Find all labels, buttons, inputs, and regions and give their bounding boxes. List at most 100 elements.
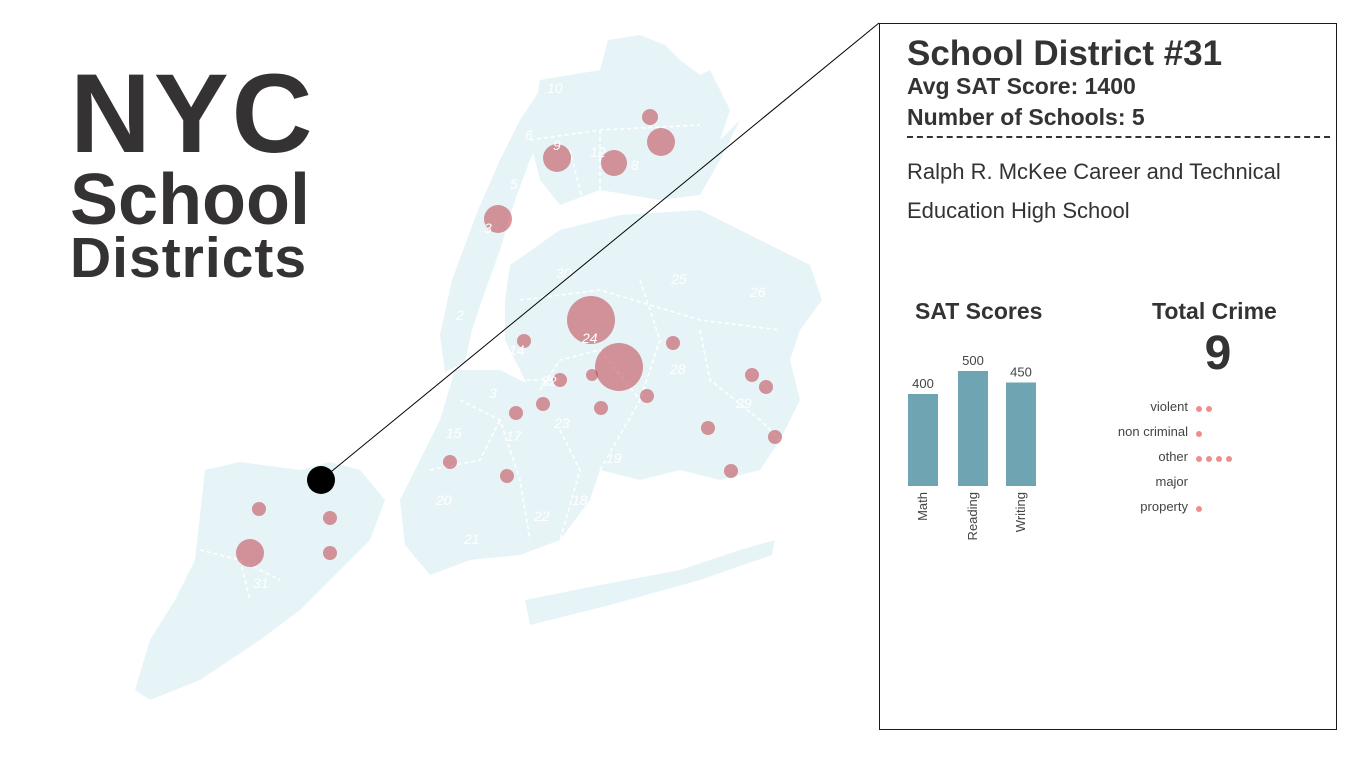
sat-scores-title: SAT Scores [915,298,1043,324]
borough-brooklyn[interactable] [400,370,600,575]
sat-category-label: Reading [965,492,980,540]
crime-dots [1196,456,1236,464]
sat-bar-reading [958,371,988,486]
title-line-nyc: NYC [70,51,316,176]
district-label: 9 [553,137,561,153]
district-title: School District #31 [907,34,1223,73]
school-marker [724,464,738,478]
district-label: 18 [572,492,588,508]
district-detail-panel: School District #31 Avg SAT Score: 1400 … [879,23,1337,730]
total-crime-title: Total Crime [1152,298,1277,324]
crime-category-label: other [1158,449,1188,464]
district-label: 3 [484,220,492,236]
school-marker [768,430,782,444]
crime-dot [1196,456,1202,462]
school-marker [543,144,571,172]
crime-dot [1196,406,1202,412]
school-marker [642,109,658,125]
crime-dot [1206,456,1212,462]
school-marker [640,389,654,403]
sat-value-label: 400 [912,376,934,391]
district-borders [199,124,781,601]
crime-dot [1206,406,1212,412]
crime-row: major [1080,474,1280,494]
crime-category-label: major [1155,474,1188,489]
school-marker [601,150,627,176]
school-marker [443,455,457,469]
district-border [599,279,661,471]
school-marker [567,296,615,344]
district-border [459,399,531,541]
school-marker [323,511,337,525]
district-label: 8 [631,157,639,173]
school-marker [553,373,567,387]
district-label: 26 [749,284,766,300]
district-border [699,329,781,441]
district-label: 20 [435,492,452,508]
sat-bar-writing [1006,382,1036,486]
district-label: 5 [510,176,518,192]
district-label: 15 [446,425,462,441]
school-markers [236,109,782,567]
school-marker [594,401,608,415]
district-label: 10 [547,80,563,96]
sat-bar-math [908,394,938,486]
district-label: 21 [463,531,480,547]
crime-row: non criminal [1080,424,1280,444]
callout-line [320,22,880,481]
school-name: Ralph R. McKee Career and Technical Educ… [907,159,1281,223]
district-label: 22 [533,508,550,524]
crime-row: other [1080,449,1280,469]
borough-rockaway[interactable] [525,540,775,625]
crime-row: property [1080,499,1280,519]
borough-queens[interactable] [505,210,822,480]
total-crime-count: 9 [1204,327,1232,380]
district-label: 24 [581,330,598,346]
district-label: 31 [253,575,269,591]
sat-value-label: 450 [1010,365,1032,380]
district-label: 25 [670,271,687,287]
district-label: 29 [735,395,752,411]
district-label: 23 [553,415,570,431]
page-title: NYC School Districts [70,58,315,287]
school-marker [536,397,550,411]
crime-dot [1196,506,1202,512]
borough-staten-island[interactable] [135,462,385,700]
school-marker [252,502,266,516]
school-marker [323,546,337,560]
district-border [519,289,781,331]
school-marker [666,336,680,350]
crime-category-label: property [1140,499,1188,514]
avg-sat-score: Avg SAT Score: 1400 [907,73,1136,99]
district-border [539,349,641,401]
district-label: 28 [669,361,686,377]
sat-category-label: Math [915,492,930,521]
school-marker [509,406,523,420]
title-line-districts: Districts [70,226,308,290]
school-marker [500,469,514,483]
district-border [569,149,586,211]
selected-district-marker[interactable] [307,466,335,494]
crime-dot [1196,431,1202,437]
district-label: 14 [509,342,525,358]
crime-dots [1196,431,1206,439]
title-line-school: School [70,160,311,240]
district-label: 32 [541,373,557,389]
district-border [559,429,581,541]
crime-category-label: violent [1150,399,1188,414]
district-label: 17 [506,428,523,444]
school-marker [745,368,759,382]
crime-dot [1216,456,1222,462]
district-label: 1 [469,331,477,347]
school-marker [586,369,598,381]
number-of-schools: Number of Schools: 5 [907,104,1145,130]
district-label: 19 [606,450,622,466]
school-marker [647,128,675,156]
crime-category-label: non criminal [1117,424,1188,439]
divider [907,136,1330,138]
district-label: 12 [590,144,606,160]
school-marker [236,539,264,567]
borough-bronx[interactable] [530,35,740,205]
